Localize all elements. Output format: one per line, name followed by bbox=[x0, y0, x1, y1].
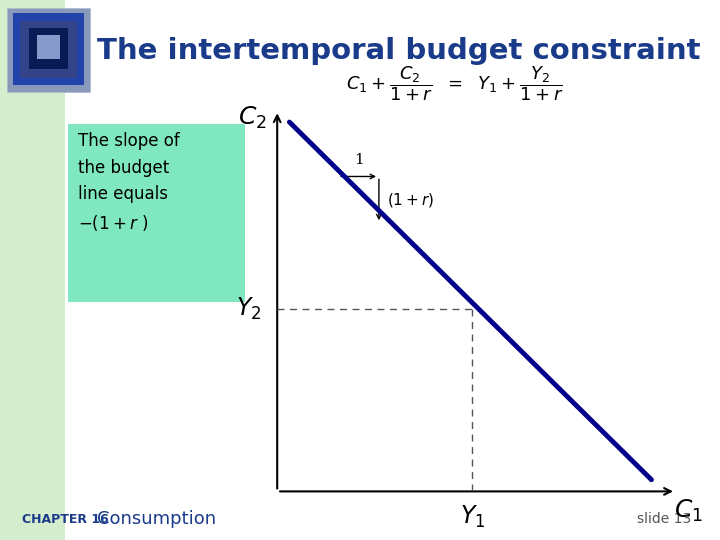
Text: $\mathit{C}_1$: $\mathit{C}_1$ bbox=[674, 498, 703, 524]
Bar bbox=[7, 8, 90, 92]
Text: $\mathit{Y}_2$: $\mathit{Y}_2$ bbox=[236, 295, 261, 322]
Bar bbox=[68, 124, 245, 302]
Bar bbox=[0, 0, 65, 540]
Text: The intertemporal budget constraint: The intertemporal budget constraint bbox=[97, 37, 701, 65]
Bar bbox=[13, 14, 84, 85]
Text: CHAPTER 16: CHAPTER 16 bbox=[22, 513, 108, 526]
Text: slide 13: slide 13 bbox=[637, 512, 691, 526]
Text: Consumption: Consumption bbox=[97, 510, 216, 529]
Bar bbox=[29, 28, 68, 69]
Text: $\mathit{C}_2$: $\mathit{C}_2$ bbox=[238, 105, 267, 131]
Text: The slope of
the budget
line equals
$-(1+\mathit{r}\ )$: The slope of the budget line equals $-(1… bbox=[78, 132, 179, 233]
Text: $\mathit{C}_1 + \dfrac{\mathit{C}_2}{1+\mathit{r}}\ \ =\ \ \mathit{Y}_1 + \dfrac: $\mathit{C}_1 + \dfrac{\mathit{C}_2}{1+\… bbox=[346, 64, 563, 103]
Text: $\mathit{Y}_1$: $\mathit{Y}_1$ bbox=[460, 504, 485, 530]
Text: $(1+\mathit{r})$: $(1+\mathit{r})$ bbox=[387, 191, 434, 209]
Bar bbox=[37, 35, 60, 59]
Text: 1: 1 bbox=[354, 153, 364, 167]
Bar bbox=[20, 21, 77, 78]
